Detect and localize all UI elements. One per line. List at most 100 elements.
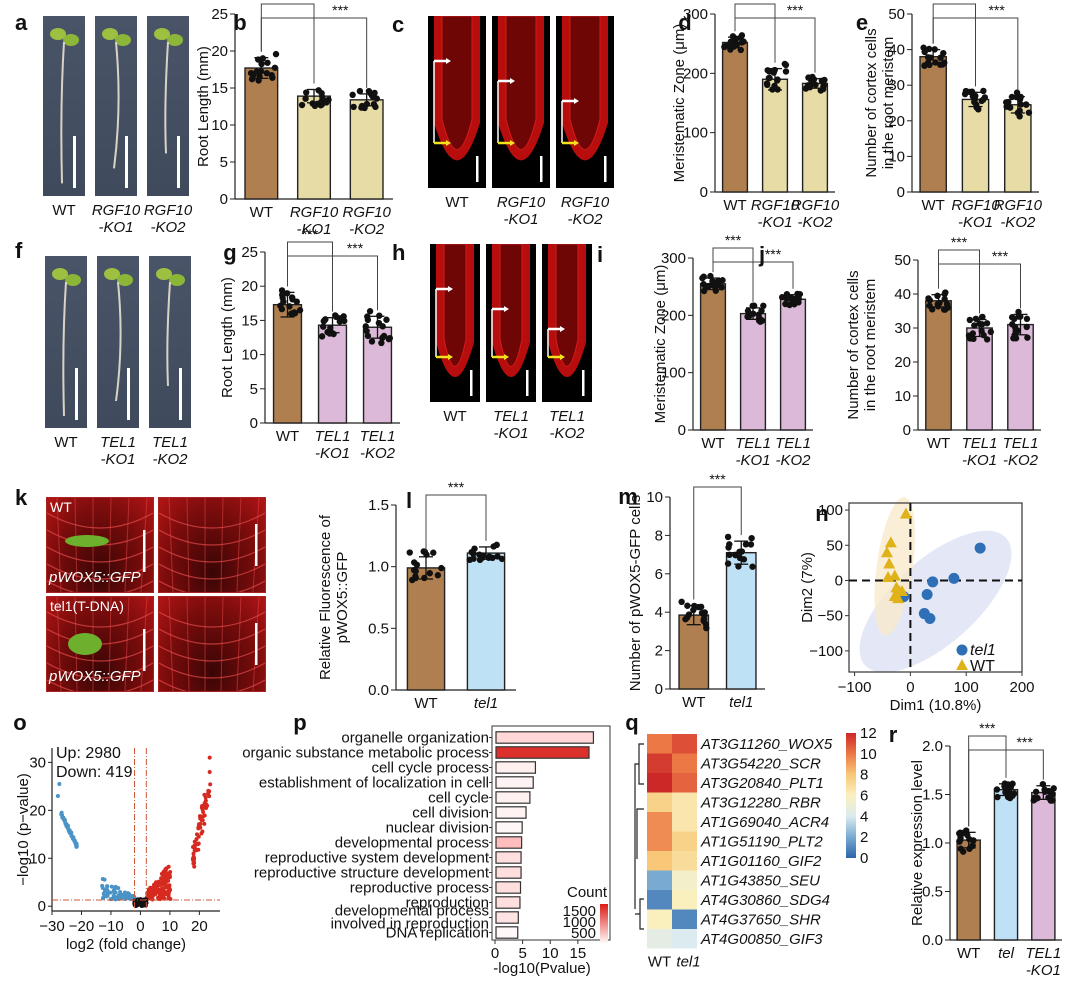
chart-j: j 0 10 20 30 40 50 Number of cortex cells in the… (758, 234, 1041, 469)
point-down (112, 890, 117, 895)
data-point (330, 330, 337, 338)
data-point (698, 609, 706, 617)
data-point (971, 322, 978, 329)
x-tick-label: WT (701, 435, 724, 452)
data-point (749, 302, 756, 310)
data-point (927, 54, 934, 61)
point-up (165, 889, 170, 894)
go-bar (495, 791, 531, 804)
point-up (161, 871, 166, 876)
bar (966, 327, 993, 431)
y-tick-label: 1.0 (922, 835, 943, 852)
point-up (162, 889, 167, 894)
go-term-label: cell division (412, 805, 489, 822)
point-up (192, 848, 197, 853)
y-tick-label: −50 (818, 608, 843, 625)
data-point (690, 606, 697, 614)
genotype-label: TEL1 -KO1 (493, 408, 529, 442)
go-term-label: DNA replication (386, 925, 489, 942)
data-point (921, 62, 928, 69)
point-down (66, 828, 71, 833)
go-bar (495, 776, 534, 789)
data-point (423, 551, 430, 558)
data-point (750, 302, 758, 309)
point-ns (140, 898, 145, 903)
point-ns (141, 897, 146, 902)
data-point (787, 294, 794, 301)
data-point (786, 301, 793, 309)
point-up (199, 818, 204, 823)
heatmap-cell (672, 812, 697, 832)
point-down (59, 812, 64, 817)
gene-label: AT3G11260_WOX5 (700, 736, 833, 753)
data-point (1012, 335, 1020, 342)
legend-marker-tel1 (956, 644, 968, 656)
y-axis-label: Relative expression level (909, 760, 926, 926)
point-down (129, 894, 134, 899)
data-point (356, 87, 364, 95)
point-up (147, 889, 152, 894)
point-up (194, 837, 199, 842)
y-tick-label: 5 (220, 154, 228, 171)
data-point (979, 96, 987, 103)
point-up (148, 891, 153, 896)
panel-letter-r: r (889, 722, 898, 747)
bar (721, 41, 749, 193)
point-up (147, 892, 152, 897)
point-up (154, 880, 159, 885)
y-tick-label: 0 (220, 191, 228, 208)
x-tick-label: 100 (954, 679, 979, 696)
data-point (963, 827, 970, 834)
data-point (820, 83, 827, 90)
micrograph (158, 497, 266, 597)
heatmap-cell (672, 831, 697, 851)
data-point (763, 81, 771, 89)
data-point (993, 786, 1001, 793)
y-tick-label: 200 (661, 307, 686, 324)
data-point (794, 294, 801, 301)
point-down (60, 815, 65, 820)
point-ns (132, 898, 137, 903)
go-term-label: developmental process (335, 903, 489, 920)
point-up (197, 822, 202, 827)
data-point (683, 614, 691, 621)
data-point (254, 56, 262, 63)
data-point (1034, 794, 1041, 802)
panel-letter-m: m (618, 484, 638, 509)
point-down (100, 885, 105, 890)
data-point (498, 555, 506, 563)
point-down (114, 885, 119, 890)
go-bar (495, 746, 590, 759)
point-down (113, 890, 118, 895)
point-up (144, 894, 149, 899)
point-down (101, 891, 106, 896)
point-down (64, 824, 69, 829)
point-up (161, 869, 166, 874)
point-down (64, 823, 69, 828)
data-point (713, 279, 720, 286)
point-up (192, 843, 197, 848)
point-up (160, 882, 165, 887)
point-up (144, 895, 149, 900)
y-tick-label: 20 (894, 354, 911, 371)
data-point (291, 310, 299, 317)
point-tel1 (921, 589, 933, 601)
data-point (363, 327, 370, 335)
data-point (941, 290, 948, 298)
point-up (161, 881, 166, 886)
point-up (162, 896, 167, 901)
y-axis-label: Meristematic Zone (μm) (652, 265, 669, 424)
point-up (156, 890, 161, 895)
point-ns (138, 902, 143, 907)
colorbar-tick-label: 8 (860, 767, 868, 784)
data-point (277, 302, 284, 309)
data-point (315, 87, 322, 94)
x-tick-label: 20 (191, 918, 208, 935)
data-point (920, 44, 927, 51)
point-up (150, 892, 155, 897)
point-up (158, 888, 163, 893)
y-tick-label: 15 (211, 80, 228, 97)
go-bar (495, 866, 522, 879)
bar (993, 788, 1019, 941)
data-point (263, 69, 270, 77)
